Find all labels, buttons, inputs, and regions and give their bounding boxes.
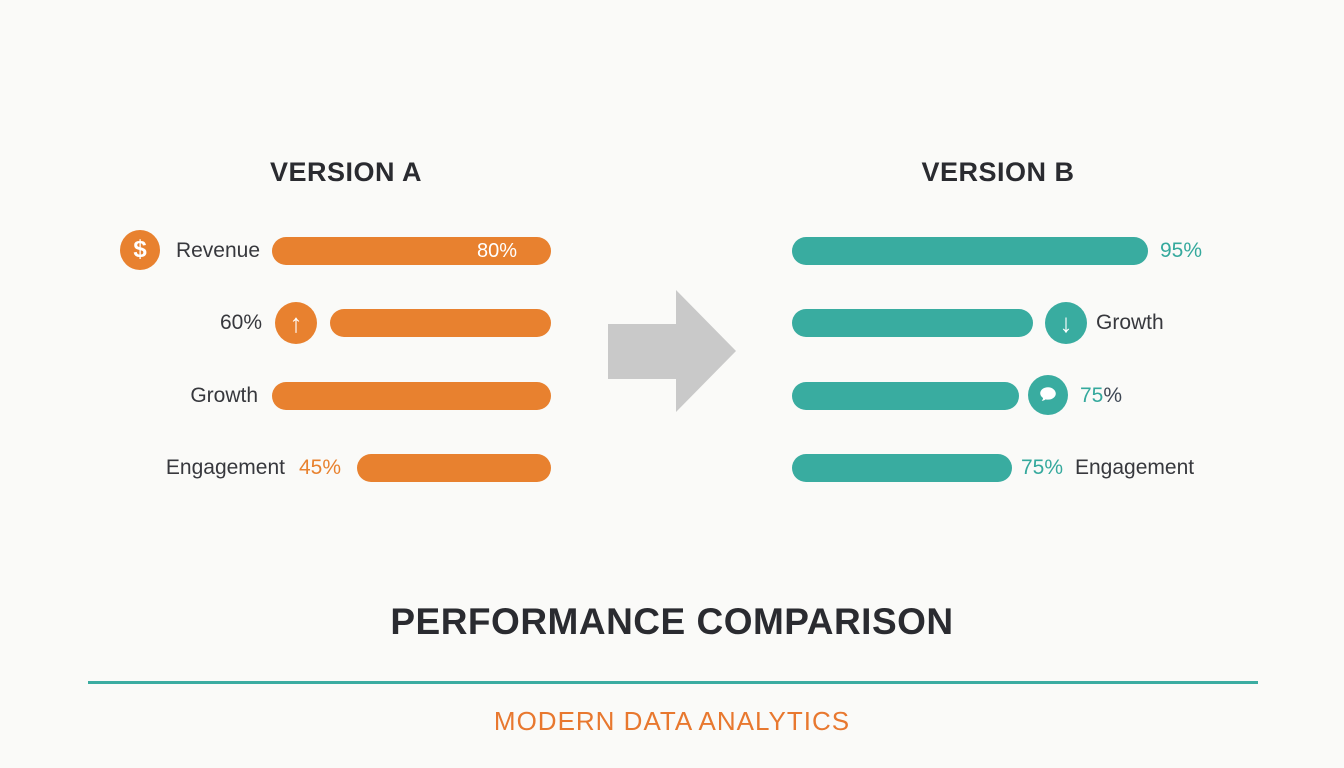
right-arrow-head-icon [676,290,736,412]
right-arrow-icon [608,324,676,379]
version-a-title: VERSION A [269,157,423,187]
growth-label-a: Growth [190,384,258,407]
chat-bubble-icon [1028,375,1068,415]
value-b-75-percent: % [1103,384,1123,407]
bar-b-engagement [792,454,1012,482]
arrow-up-icon: ↑ [275,302,317,344]
page-title: PERFORMANCE COMPARISON [390,601,954,642]
revenue-label: Revenue [175,239,260,262]
value-b-75-row3: 75% [1080,383,1150,409]
bar-b-row2 [792,309,1033,337]
value-b-75-row4: 75% [1021,456,1064,479]
growth-label-b: Growth [1096,311,1164,334]
bar-a-growth [272,382,551,410]
value-a-45: 45% [299,456,342,479]
engagement-label-b: Engagement [1075,456,1195,479]
value-b-95: 95% [1160,239,1203,262]
engagement-label-a: Engagement [165,456,285,479]
arrow-down-icon: ↓ [1045,302,1087,344]
bar-a-row2 [330,309,551,337]
bar-a-revenue: 80% [272,237,551,265]
divider-line [88,681,1258,684]
bar-b-row1 [792,237,1148,265]
version-b-title: VERSION B [921,157,1075,187]
value-a-60: 60% [219,311,262,334]
page-subtitle: MODERN DATA ANALYTICS [493,706,851,736]
bar-b-row3 [792,382,1019,410]
value-b-75-number: 75 [1080,384,1104,407]
dollar-icon: $ [120,230,160,270]
bar-a-engagement [357,454,551,482]
